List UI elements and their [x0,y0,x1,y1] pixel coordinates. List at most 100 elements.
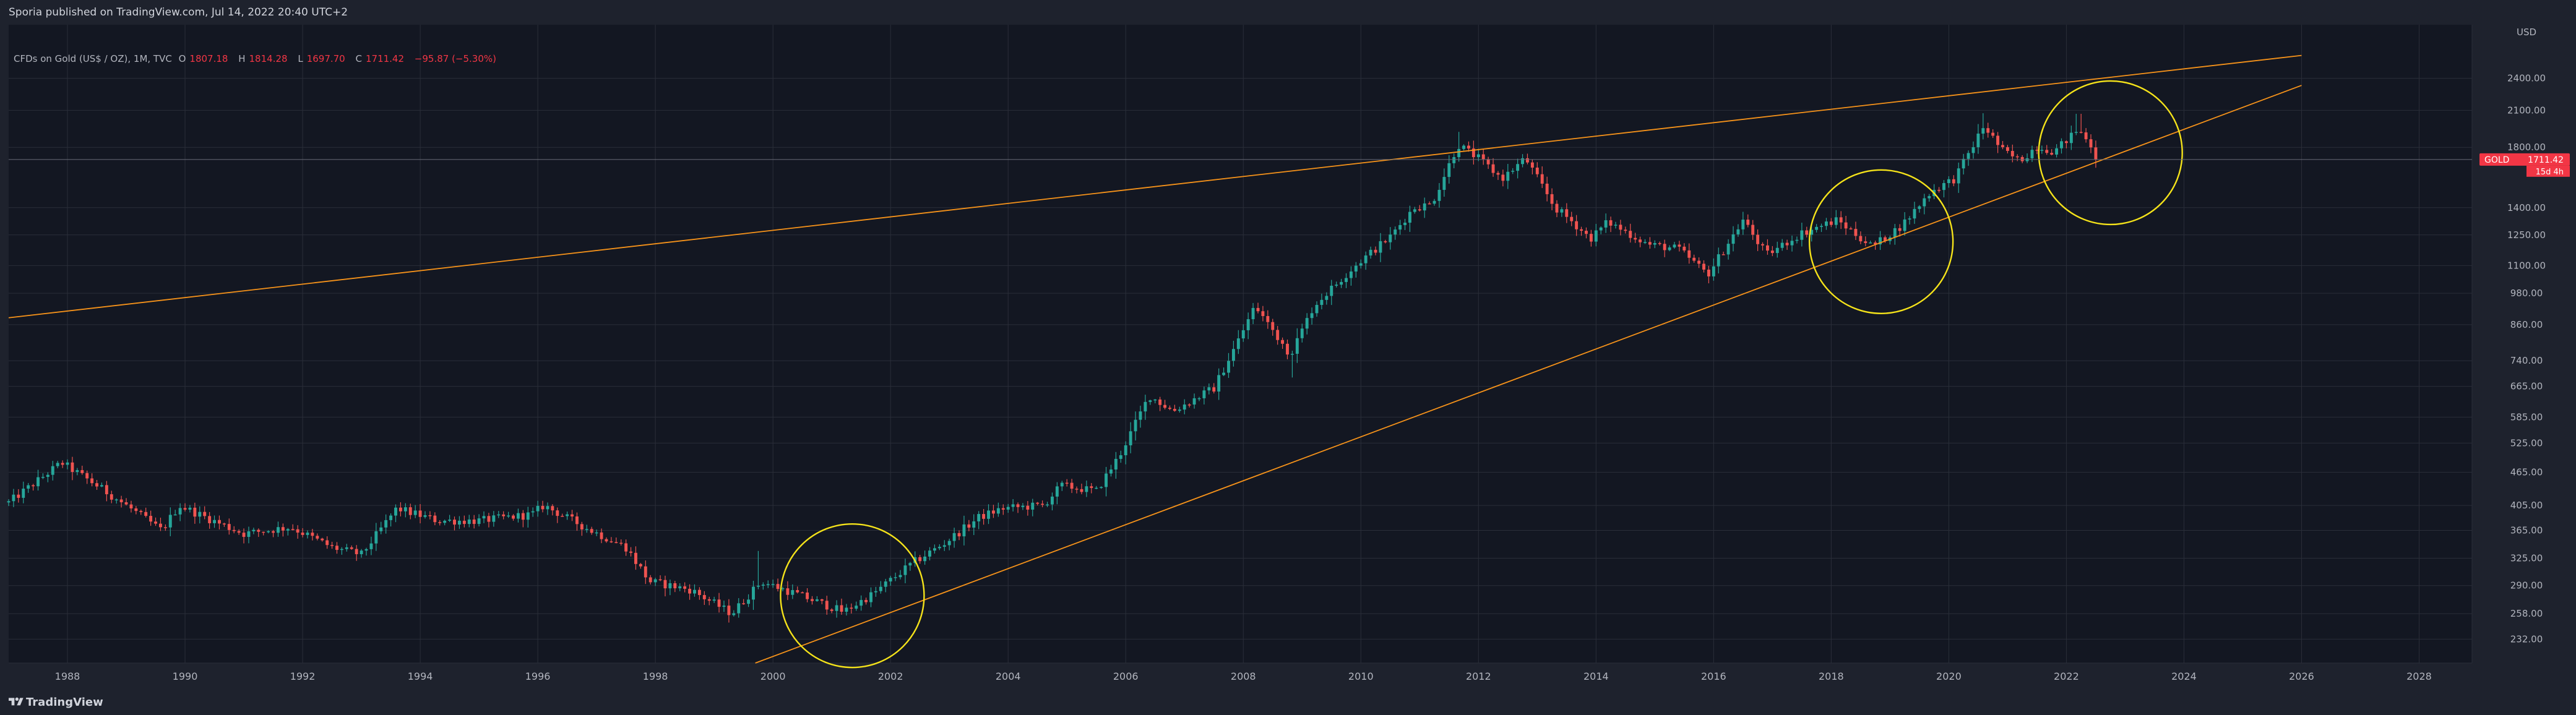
candle-body [1011,504,1015,507]
candle-body [1820,226,1823,227]
candle-body [683,586,687,589]
candle-body [492,515,496,522]
candle-body [1545,183,1549,194]
candle-body [17,494,20,498]
candle-body [1379,241,1382,253]
candle-body [51,466,54,475]
candle-body [1055,486,1059,497]
y-tick-label: 1400.00 [2507,202,2546,213]
candle-body [389,515,393,520]
candle-body [37,477,40,487]
candle-body [732,613,736,615]
y-tick-label: 585.00 [2510,411,2543,422]
candle-body [350,547,353,549]
candle-body [796,590,799,593]
candle-body [242,533,246,537]
candle-body [46,474,50,477]
circle-2001[interactable] [780,523,925,669]
chart-area[interactable]: 232.00 258.00 290.00 325.00 365.00 405.00 465.… [0,25,2576,690]
candle-body [374,531,378,544]
candle-body [22,489,25,498]
candle-body [580,524,584,529]
candle-body [874,591,877,593]
candle-body [1639,239,1642,242]
candle-body [325,540,329,546]
candle-body [516,513,520,519]
candle-body [1643,242,1647,243]
candle-body [526,512,530,520]
candle-body [942,545,946,547]
candle-body [1952,179,1955,184]
candle-body [928,550,931,557]
candle-body [1726,244,1730,255]
y-tick-label: 2400.00 [2507,73,2546,84]
candle-body [1874,242,1877,245]
candle-body [1521,158,1525,165]
candle-body [1236,338,1240,349]
candle-body [1526,158,1529,163]
candle-body [257,529,261,532]
candle-body [894,577,897,578]
candle-body [1580,229,1583,231]
candle-body [129,504,133,508]
candle-body [1340,281,1343,285]
candle-body [90,478,94,484]
candle-body [335,546,338,550]
candle-body [472,519,476,524]
candle-body [1432,200,1436,204]
candle-body [56,463,59,466]
candle-body [1682,246,1686,250]
candle-body [1295,338,1299,354]
price-chart[interactable]: 232.00 258.00 290.00 325.00 365.00 405.00 465.… [0,25,2576,690]
candle-body [1457,148,1461,158]
candle-body [1281,340,1285,344]
candle-body [193,507,197,517]
candle-body [1780,242,1784,248]
trendline-lower[interactable] [755,85,2302,664]
candle-body [1908,218,1911,220]
candle-body [262,531,265,533]
candle-body [398,507,402,512]
trendline-upper[interactable] [8,54,2302,319]
y-tick-label: 1250.00 [2507,229,2546,241]
candle-body [644,566,647,578]
candle-body [1202,390,1206,398]
candle-body [1335,285,1338,286]
candle-body [1496,173,1500,175]
candle-body [1129,431,1132,445]
candle-body [85,473,89,479]
circle-2018[interactable] [1808,169,1954,314]
candle-body [1712,266,1715,276]
candle-body [536,505,540,512]
candle-body [1109,469,1113,474]
candle-body [2010,151,2014,156]
candle-body [1241,330,1245,339]
candle-body [1864,241,1867,243]
candle-body [168,515,172,528]
circle-2022[interactable] [2038,80,2183,226]
candle-body [1942,183,1945,191]
candle-body [1765,245,1769,251]
x-tick-label: 2000 [760,670,786,682]
candle-body [247,531,251,537]
candle-body [1389,234,1392,242]
candle-body [546,506,549,510]
open-label: O [178,53,186,64]
candle-body [1467,145,1470,149]
candle-body [355,549,358,554]
candle-body [1785,242,1789,246]
candle-body [163,527,167,528]
y-tick-label: 740.00 [2510,355,2543,366]
candle-body [1516,164,1520,171]
candle-body [869,592,872,602]
candle-body [1761,244,1764,246]
candle-body [551,506,554,511]
candle-body [1139,411,1142,420]
candle-body [815,599,819,601]
candle-body [1795,239,1799,241]
candle-body [1486,159,1490,165]
low-label: L [298,53,303,64]
candle-body [2045,150,2049,153]
candle-body [384,520,388,528]
candle-body [653,579,657,583]
